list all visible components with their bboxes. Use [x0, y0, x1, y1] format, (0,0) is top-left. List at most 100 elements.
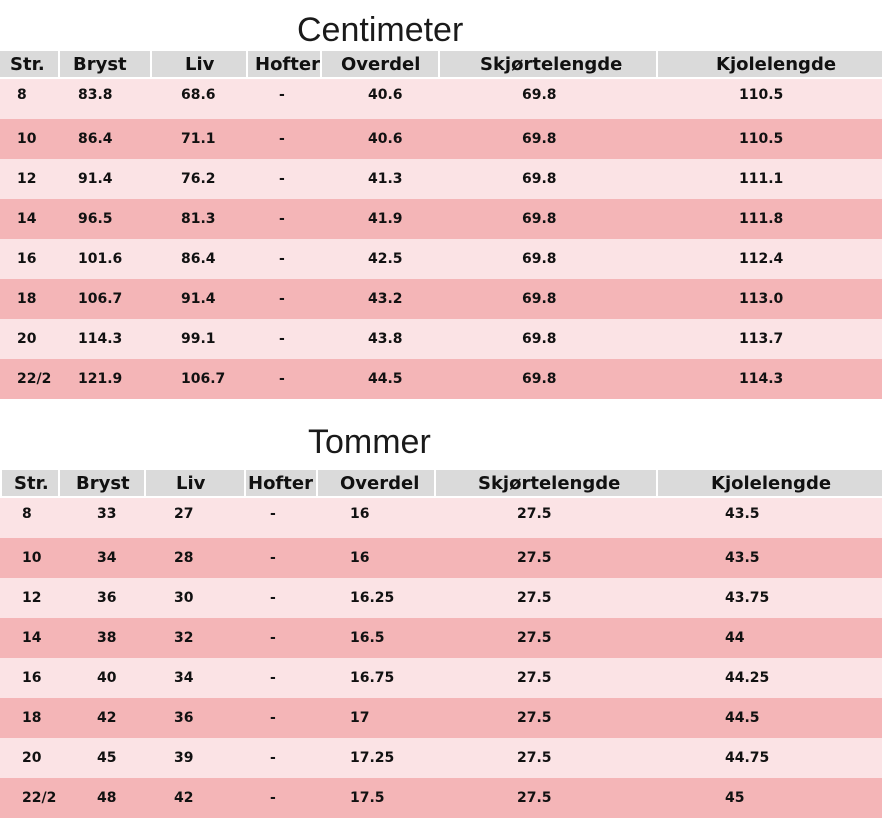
cell-bodice: 16.75 [350, 670, 395, 686]
column-header-hips: Hofter [248, 51, 320, 77]
table-row: 16 40 34 - 16.75 27.5 44.25 [0, 658, 882, 698]
cell-bodice: 16 [350, 506, 370, 522]
cell-dress-length: 113.7 [739, 331, 784, 347]
cell-bodice: 42.5 [368, 251, 403, 267]
column-header-bust: Bryst [60, 51, 150, 77]
size-table-tommer: Str. Bryst Liv Hofter Overdel Skjørtelengde Kj… [0, 468, 882, 818]
cell-bodice: 43.2 [368, 291, 403, 307]
cell-hips: - [270, 506, 276, 522]
table-row: 20 45 39 - 17.25 27.5 44.75 [0, 738, 882, 778]
cell-skirt-length: 27.5 [517, 790, 552, 806]
cell-dress-length: 110.5 [739, 131, 784, 147]
cell-dress-length: 44.25 [725, 670, 770, 686]
cell-size: 14 [17, 211, 37, 227]
cell-size: 14 [22, 630, 42, 646]
cell-dress-length: 111.8 [739, 211, 784, 227]
column-header-hips: Hofter [246, 470, 316, 496]
cell-hips: - [279, 251, 285, 267]
cell-bust: 38 [97, 630, 117, 646]
table-title-centimeter: Centimeter [297, 11, 464, 49]
cell-bust: 106.7 [78, 291, 123, 307]
column-header-skirt-length: Skjørtelengde [436, 470, 656, 496]
cell-skirt-length: 27.5 [517, 750, 552, 766]
cell-skirt-length: 69.8 [522, 331, 557, 347]
cell-bust: 91.4 [78, 171, 113, 187]
cell-bust: 34 [97, 550, 117, 566]
cell-bodice: 16 [350, 550, 370, 566]
cell-skirt-length: 69.8 [522, 211, 557, 227]
cell-bodice: 40.6 [368, 87, 403, 103]
cell-waist: 68.6 [181, 87, 216, 103]
cell-hips: - [279, 87, 285, 103]
cell-dress-length: 112.4 [739, 251, 784, 267]
cell-size: 12 [17, 171, 37, 187]
cell-skirt-length: 69.8 [522, 371, 557, 387]
cell-bodice: 17.25 [350, 750, 395, 766]
cell-waist: 32 [174, 630, 194, 646]
cell-hips: - [279, 211, 285, 227]
cell-waist: 99.1 [181, 331, 216, 347]
cell-size: 8 [17, 87, 27, 103]
cell-size: 16 [17, 251, 37, 267]
table-row: 22/2 121.9 106.7 - 44.5 69.8 114.3 [0, 359, 882, 399]
cell-size: 10 [17, 131, 37, 147]
cell-hips: - [270, 590, 276, 606]
cell-waist: 34 [174, 670, 194, 686]
cell-hips: - [270, 790, 276, 806]
cell-size: 12 [22, 590, 42, 606]
column-header-dress-length: Kjolelengde [658, 51, 882, 77]
table-header-row: Str. Bryst Liv Hofter Overdel Skjørtelengde Kj… [0, 49, 882, 79]
cell-bust: 36 [97, 590, 117, 606]
column-header-bust: Bryst [60, 470, 144, 496]
cell-bust: 121.9 [78, 371, 123, 387]
cell-skirt-length: 27.5 [517, 550, 552, 566]
table-row: 22/2 48 42 - 17.5 27.5 45 [0, 778, 882, 818]
table-row: 14 38 32 - 16.5 27.5 44 [0, 618, 882, 658]
table-row: 16 101.6 86.4 - 42.5 69.8 112.4 [0, 239, 882, 279]
table-row: 12 36 30 - 16.25 27.5 43.75 [0, 578, 882, 618]
table-row: 18 106.7 91.4 - 43.2 69.8 113.0 [0, 279, 882, 319]
cell-size: 16 [22, 670, 42, 686]
cell-waist: 27 [174, 506, 194, 522]
cell-size: 20 [17, 331, 37, 347]
cell-dress-length: 44.75 [725, 750, 770, 766]
cell-hips: - [279, 171, 285, 187]
cell-size: 8 [22, 506, 32, 522]
cell-waist: 81.3 [181, 211, 216, 227]
cell-skirt-length: 69.8 [522, 291, 557, 307]
cell-hips: - [279, 291, 285, 307]
cell-skirt-length: 27.5 [517, 630, 552, 646]
cell-bodice: 40.6 [368, 131, 403, 147]
table-row: 10 86.4 71.1 - 40.6 69.8 110.5 [0, 119, 882, 159]
cell-waist: 36 [174, 710, 194, 726]
cell-hips: - [270, 750, 276, 766]
table-row: 8 83.8 68.6 - 40.6 69.8 110.5 [0, 79, 882, 119]
cell-skirt-length: 27.5 [517, 670, 552, 686]
cell-size: 22/2 [17, 371, 52, 387]
table-title-tommer: Tommer [308, 423, 431, 461]
cell-dress-length: 111.1 [739, 171, 784, 187]
cell-waist: 39 [174, 750, 194, 766]
cell-dress-length: 44.5 [725, 710, 760, 726]
column-header-size: Str. [2, 470, 58, 496]
cell-waist: 86.4 [181, 251, 216, 267]
cell-bodice: 16.5 [350, 630, 385, 646]
cell-waist: 76.2 [181, 171, 216, 187]
cell-size: 22/2 [22, 790, 57, 806]
cell-waist: 28 [174, 550, 194, 566]
cell-bust: 45 [97, 750, 117, 766]
cell-skirt-length: 69.8 [522, 131, 557, 147]
cell-skirt-length: 69.8 [522, 251, 557, 267]
cell-bust: 86.4 [78, 131, 113, 147]
column-header-skirt-length: Skjørtelengde [440, 51, 656, 77]
table-header-row: Str. Bryst Liv Hofter Overdel Skjørtelengde Kj… [0, 468, 882, 498]
cell-hips: - [279, 331, 285, 347]
table-row: 8 33 27 - 16 27.5 43.5 [0, 498, 882, 538]
cell-bodice: 16.25 [350, 590, 395, 606]
cell-bust: 83.8 [78, 87, 113, 103]
cell-hips: - [270, 670, 276, 686]
cell-skirt-length: 27.5 [517, 506, 552, 522]
cell-skirt-length: 69.8 [522, 87, 557, 103]
cell-waist: 106.7 [181, 371, 226, 387]
cell-bodice: 41.9 [368, 211, 403, 227]
